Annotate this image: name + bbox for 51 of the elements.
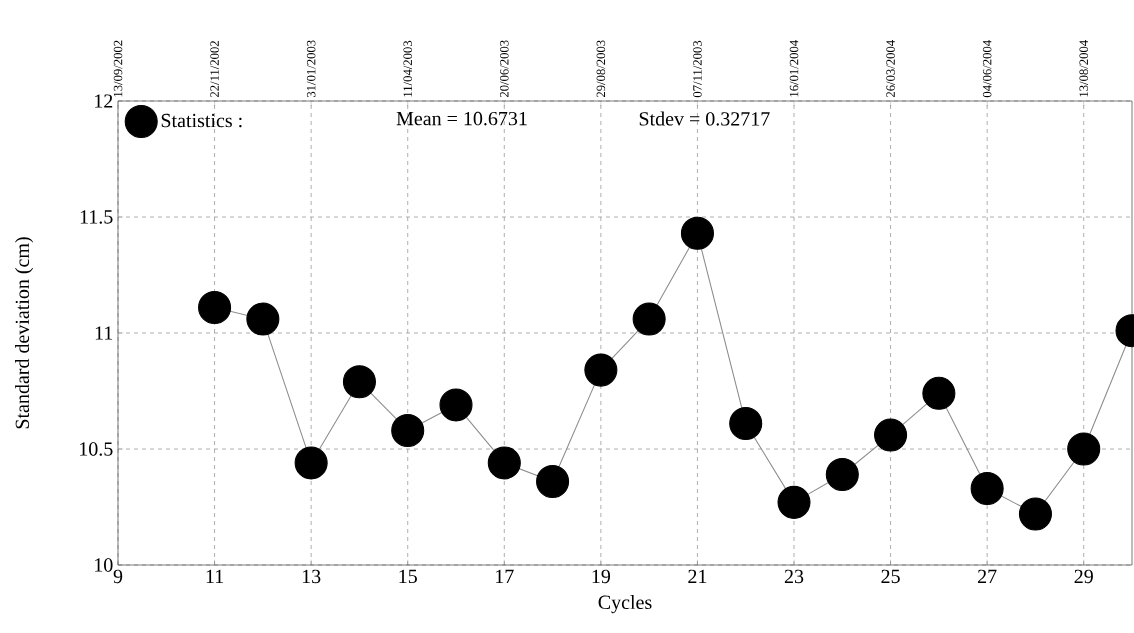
x2-tick-label: 16/01/2004 bbox=[789, 40, 799, 97]
x2-tick-label: 13/09/2002 bbox=[113, 40, 123, 97]
y-tick-label: 12 bbox=[95, 94, 113, 108]
x-axis-title: Cycles bbox=[598, 594, 652, 614]
x-tick-label: 17 bbox=[496, 569, 514, 583]
x-tick-label: 11 bbox=[206, 569, 224, 583]
point bbox=[246, 302, 280, 336]
x2-tick-label: 13/08/2004 bbox=[1079, 40, 1089, 97]
point bbox=[198, 290, 232, 325]
point bbox=[680, 216, 714, 250]
point bbox=[584, 353, 618, 387]
y-tick-label: 10 bbox=[95, 558, 113, 572]
point bbox=[777, 485, 811, 519]
legend-label: Statistics : bbox=[161, 113, 242, 128]
point bbox=[439, 388, 473, 422]
x-tick-label: 13 bbox=[302, 569, 321, 584]
point bbox=[825, 457, 859, 492]
point bbox=[632, 302, 666, 336]
x-tick-label: 15 bbox=[399, 569, 417, 584]
point bbox=[729, 406, 763, 441]
x-tick-label: 23 bbox=[784, 569, 804, 584]
point bbox=[342, 365, 376, 399]
x2-tick-label: 07/11/2003 bbox=[693, 40, 702, 98]
point bbox=[487, 446, 521, 480]
x2-tick-label: 26/03/2004 bbox=[886, 40, 895, 98]
x2-tick-label: 04/06/2004 bbox=[982, 40, 992, 98]
y-axis-title: Standard deviation (cm) bbox=[15, 237, 34, 429]
x-tick-label: 19 bbox=[592, 569, 611, 584]
point bbox=[1018, 497, 1052, 531]
annotation: Mean = 10.6731 bbox=[396, 111, 527, 126]
point bbox=[970, 471, 1004, 505]
point bbox=[536, 464, 570, 499]
point bbox=[874, 418, 908, 452]
x2-tick-label: 31/01/2003 bbox=[306, 40, 316, 98]
y-tick-label: 11 bbox=[95, 326, 113, 340]
point bbox=[391, 413, 425, 447]
point bbox=[1067, 432, 1101, 466]
x-tick-label: 29 bbox=[1074, 569, 1093, 584]
x-tick-label: 21 bbox=[688, 569, 707, 583]
x2-tick-label: 29/08/2003 bbox=[596, 40, 606, 98]
point bbox=[922, 376, 956, 410]
y-tick-label: 10.5 bbox=[80, 442, 113, 456]
x-tick-label: 25 bbox=[881, 569, 900, 584]
point bbox=[294, 446, 328, 480]
x2-tick-label: 20/06/2003 bbox=[500, 40, 509, 98]
x2-tick-label: 22/11/2002 bbox=[210, 41, 219, 98]
annotation: Stdev = 0.32717 bbox=[639, 111, 770, 126]
x-tick-label: 9 bbox=[113, 569, 123, 584]
y-tick-label: 11.5 bbox=[80, 210, 113, 224]
x-tick-label: 27 bbox=[978, 569, 997, 583]
x2-tick-label: 11/04/2003 bbox=[403, 40, 412, 97]
